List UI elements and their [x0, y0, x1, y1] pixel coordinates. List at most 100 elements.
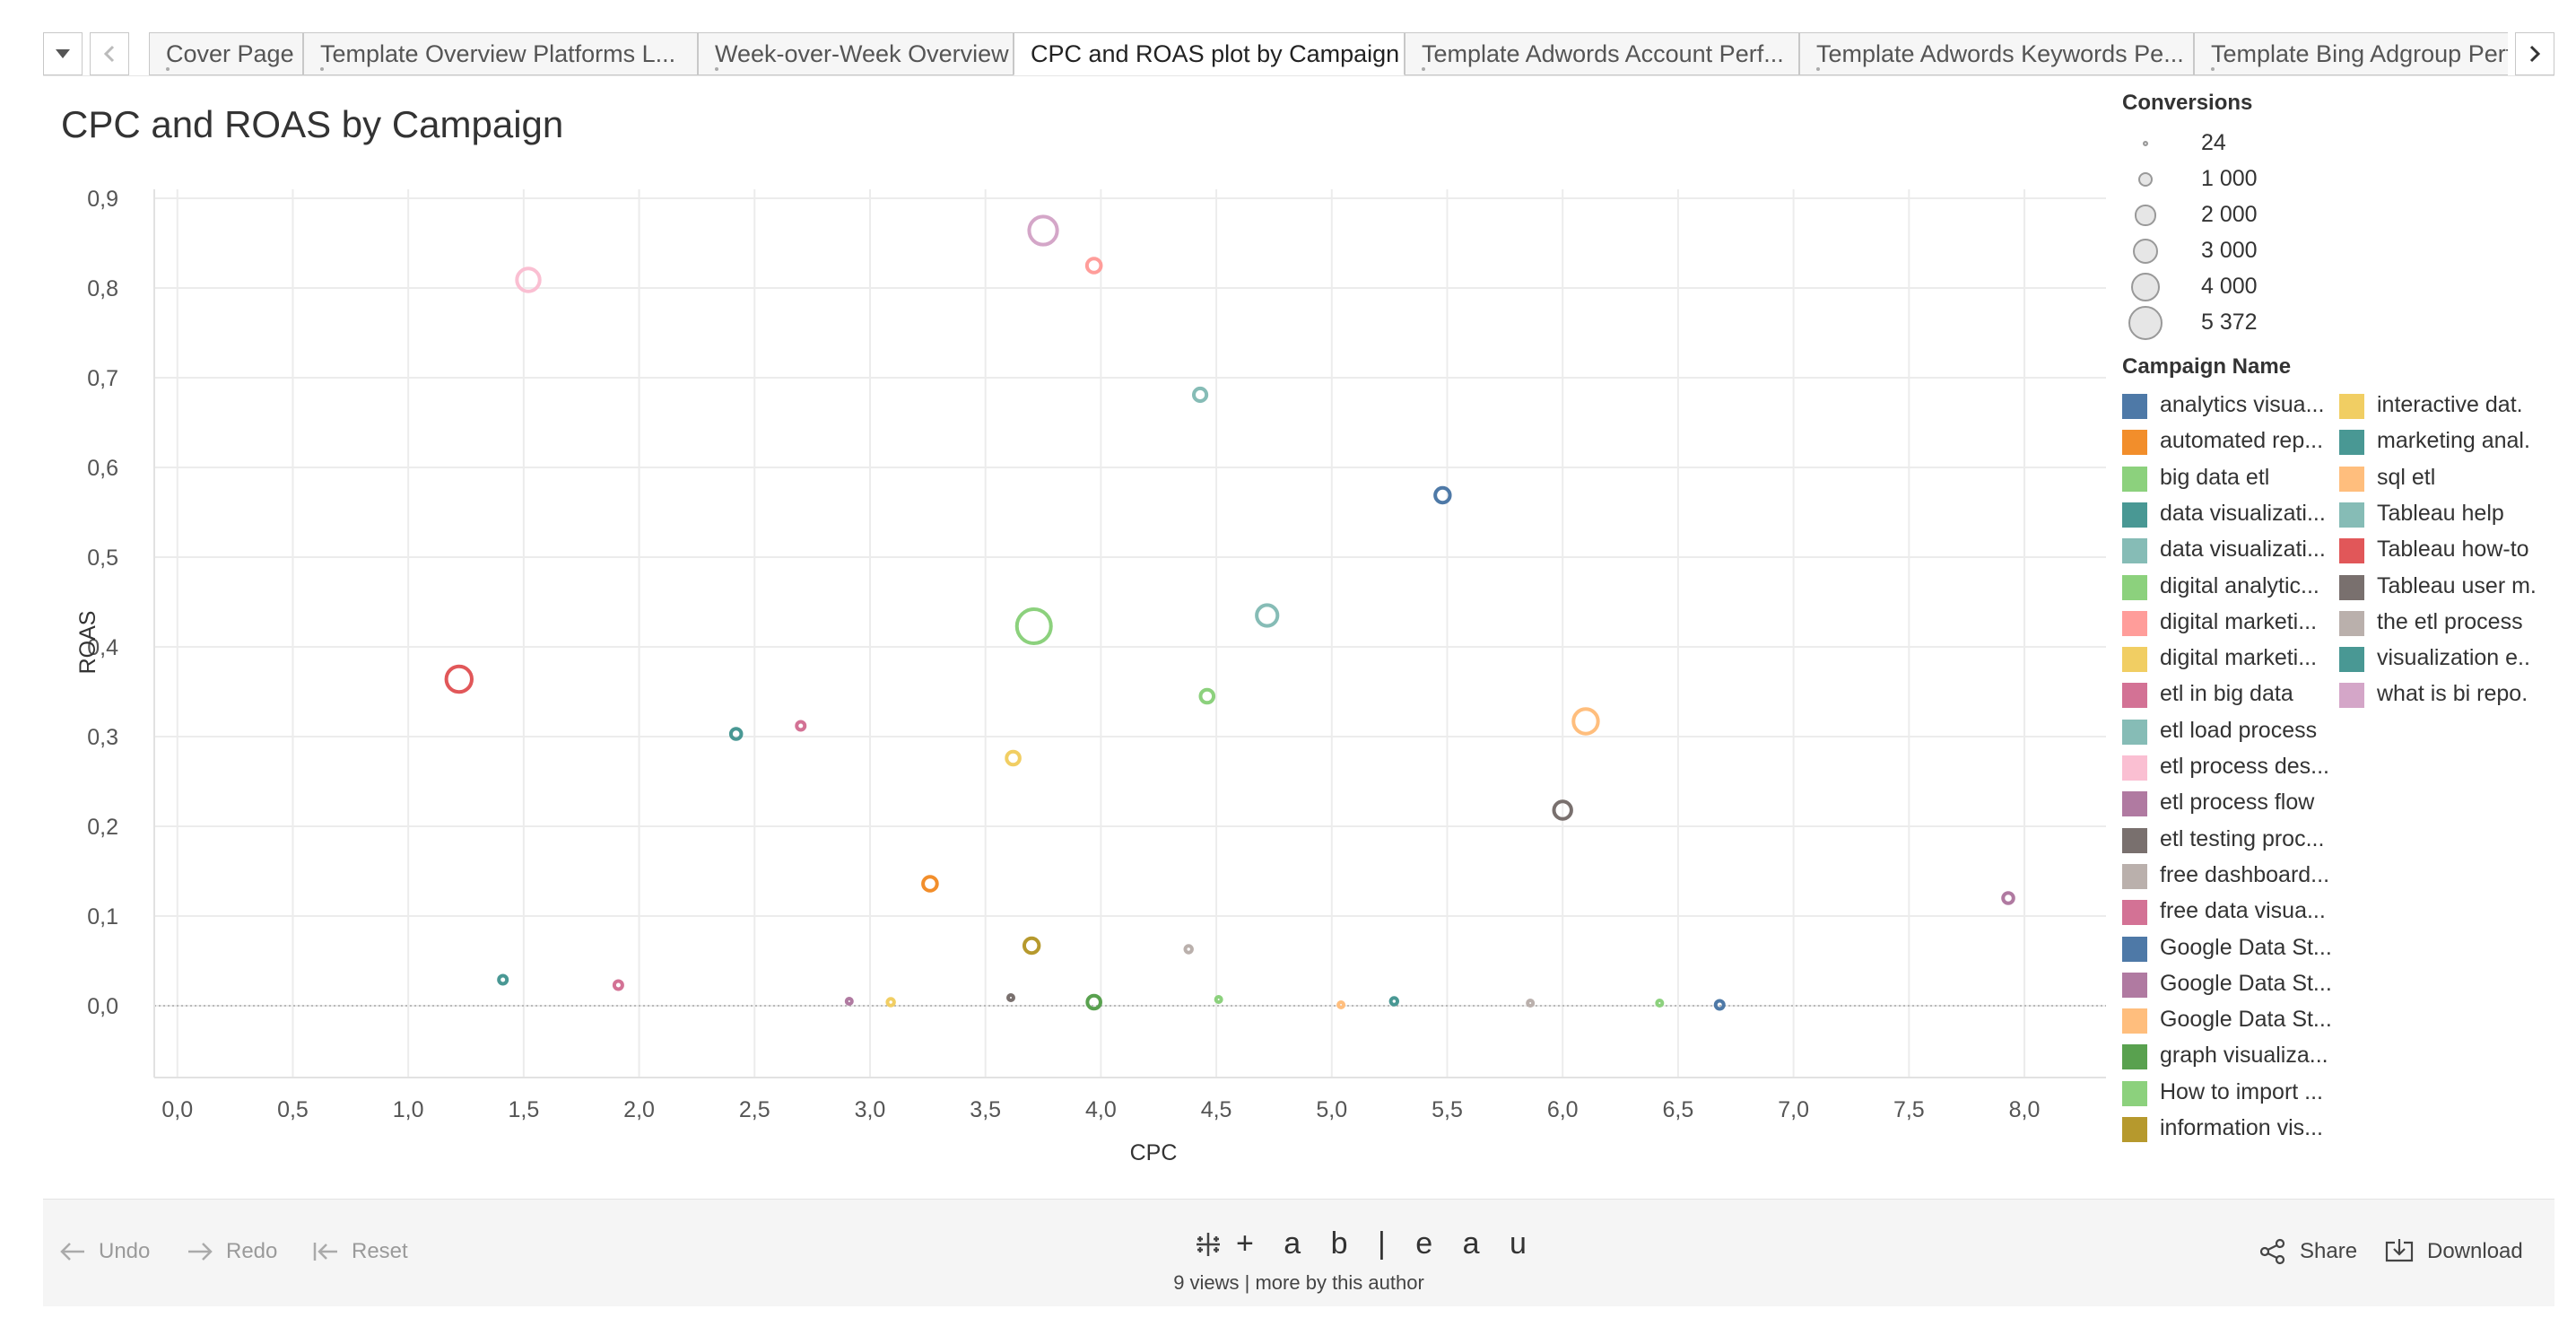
scatter-point[interactable] — [795, 720, 807, 732]
campaign-legend-item[interactable]: what is bi repo. — [2339, 677, 2554, 711]
x-tick-label: 2,0 — [623, 1097, 655, 1122]
campaign-legend-item[interactable]: Google Data St... — [2122, 1003, 2337, 1037]
campaign-legend-item[interactable]: How to import ... — [2122, 1076, 2337, 1110]
campaign-legend-item[interactable]: Tableau how-to — [2339, 533, 2554, 567]
scatter-point[interactable] — [612, 979, 624, 991]
campaign-color-swatch — [2122, 972, 2147, 998]
campaign-legend-item[interactable]: free dashboard... — [2122, 859, 2337, 893]
sheet-tab-label: Template Adwords Account Perf... — [1422, 40, 1784, 67]
scatter-point[interactable] — [844, 997, 854, 1006]
sheet-tab[interactable]: Template Adwords Keywords Pe... — [1799, 32, 2194, 75]
scatter-point[interactable] — [1255, 603, 1280, 628]
sheet-tab[interactable]: Template Overview Platforms L... — [303, 32, 698, 75]
scatter-point[interactable] — [1005, 993, 1015, 1002]
scatter-point[interactable] — [1022, 936, 1041, 956]
scatter-point[interactable] — [2001, 891, 2015, 905]
campaign-legend-item[interactable]: Tableau user m. — [2339, 570, 2554, 604]
scatter-point[interactable] — [1198, 687, 1216, 705]
sheet-tab[interactable]: CPC and ROAS plot by Campaign — [1014, 32, 1405, 75]
redo-button[interactable]: Redo — [187, 1234, 277, 1270]
campaign-legend-item[interactable]: etl load process — [2122, 714, 2337, 748]
campaign-legend-label: Google Data St... — [2160, 934, 2332, 960]
campaign-legend-item[interactable]: graph visualiza... — [2122, 1039, 2337, 1073]
tab-scroll-left-button[interactable] — [90, 32, 129, 75]
campaign-legend-item[interactable]: the etl process — [2339, 606, 2554, 640]
campaign-color-swatch — [2122, 719, 2147, 745]
scatter-point[interactable] — [1655, 999, 1665, 1008]
scatter-point[interactable] — [1084, 257, 1103, 275]
scatter-point[interactable] — [921, 875, 939, 893]
campaign-legend-item[interactable]: automated rep... — [2122, 424, 2337, 458]
sheet-tab[interactable]: Template Bing Adgroup Perfo — [2194, 32, 2508, 75]
scatter-point[interactable] — [1552, 799, 1573, 821]
tab-scroll-right-button[interactable] — [2515, 32, 2554, 75]
campaign-legend-item[interactable]: big data etl — [2122, 461, 2337, 495]
campaign-color-swatch — [2339, 394, 2364, 419]
sheet-tab-label: CPC and ROAS plot by Campaign — [1031, 40, 1400, 67]
y-tick-label: 0,0 — [87, 994, 118, 1019]
scatter-point[interactable] — [1191, 386, 1209, 404]
campaign-legend-label: sql etl — [2377, 464, 2436, 490]
campaign-legend-item[interactable]: information vis... — [2122, 1112, 2337, 1146]
campaign-color-swatch — [2122, 466, 2147, 492]
campaign-legend-item[interactable]: sql etl — [2339, 461, 2554, 495]
scatter-point[interactable] — [1388, 996, 1400, 1007]
scatter-point[interactable] — [515, 266, 542, 293]
scatter-point[interactable] — [497, 973, 509, 986]
campaign-legend-item[interactable]: interactive dat. — [2339, 388, 2554, 423]
x-tick-label: 5,5 — [1432, 1097, 1463, 1122]
x-tick-label: 6,0 — [1547, 1097, 1579, 1122]
scatter-point[interactable] — [1005, 749, 1022, 767]
x-axis-title: CPC — [1130, 1140, 1178, 1165]
campaign-color-swatch — [2339, 538, 2364, 564]
campaign-legend-item[interactable]: analytics visua... — [2122, 388, 2337, 423]
campaign-legend-item[interactable]: Google Data St... — [2122, 967, 2337, 1001]
scatter-point[interactable] — [1433, 485, 1452, 505]
campaign-legend-item[interactable]: data visualizati... — [2122, 497, 2337, 531]
scatter-point[interactable] — [444, 664, 474, 694]
scatter-point[interactable] — [728, 727, 744, 741]
author-info[interactable]: 9 views | more by this author — [1173, 1271, 1424, 1294]
campaign-legend-item[interactable]: digital analytic... — [2122, 570, 2337, 604]
undo-button[interactable]: Undo — [59, 1234, 150, 1270]
campaign-legend-item[interactable]: visualization e.. — [2339, 641, 2554, 676]
sheet-tab-marker — [1816, 67, 1820, 71]
scatter-point[interactable] — [1214, 995, 1223, 1004]
tableau-logo[interactable]: + a b | e a u — [1193, 1226, 1537, 1261]
scatter-point[interactable] — [1571, 707, 1600, 736]
sheet-tab[interactable]: Template Adwords Account Perf... — [1405, 32, 1799, 75]
share-icon — [2259, 1238, 2285, 1265]
scatter-point[interactable] — [1713, 999, 1726, 1011]
campaign-legend-item[interactable]: digital marketi... — [2122, 606, 2337, 640]
y-tick-label: 0,7 — [87, 366, 118, 391]
campaign-legend-item[interactable]: etl testing proc... — [2122, 823, 2337, 857]
campaign-color-swatch — [2122, 394, 2147, 419]
campaign-legend-item[interactable]: etl process flow — [2122, 786, 2337, 820]
x-tick-label: 3,0 — [855, 1097, 886, 1122]
tab-menu-button[interactable] — [43, 32, 83, 75]
chevron-left-icon — [104, 45, 115, 63]
scatter-point[interactable] — [885, 997, 896, 1008]
campaign-legend-item[interactable]: Tableau help — [2339, 497, 2554, 531]
scatter-point[interactable] — [1526, 999, 1536, 1008]
sheet-tab[interactable]: Cover Page — [149, 32, 303, 75]
share-label: Share — [2300, 1239, 2358, 1263]
scatter-point[interactable] — [1014, 607, 1053, 645]
campaign-legend-item[interactable]: data visualizati... — [2122, 533, 2337, 567]
scatter-point[interactable] — [1336, 1000, 1346, 1009]
download-button[interactable]: Download — [2384, 1234, 2523, 1270]
viz-toolbar: Undo Redo Reset + a b | e a u 9 views | … — [43, 1199, 2554, 1306]
scatter-point[interactable] — [1183, 944, 1194, 955]
campaign-color-swatch — [2122, 647, 2147, 673]
sheet-tab[interactable]: Week-over-Week Overview — [698, 32, 1014, 75]
scatter-point[interactable] — [1085, 993, 1102, 1011]
campaign-legend-item[interactable]: free data visua... — [2122, 895, 2337, 929]
campaign-legend-item[interactable]: digital marketi... — [2122, 641, 2337, 676]
campaign-legend-item[interactable]: Google Data St... — [2122, 931, 2337, 965]
campaign-legend-item[interactable]: etl in big data — [2122, 677, 2337, 711]
scatter-point[interactable] — [1027, 214, 1059, 247]
share-button[interactable]: Share — [2258, 1234, 2357, 1270]
reset-button[interactable]: Reset — [312, 1234, 408, 1270]
campaign-legend-item[interactable]: marketing anal. — [2339, 424, 2554, 458]
campaign-legend-item[interactable]: etl process des... — [2122, 750, 2337, 784]
